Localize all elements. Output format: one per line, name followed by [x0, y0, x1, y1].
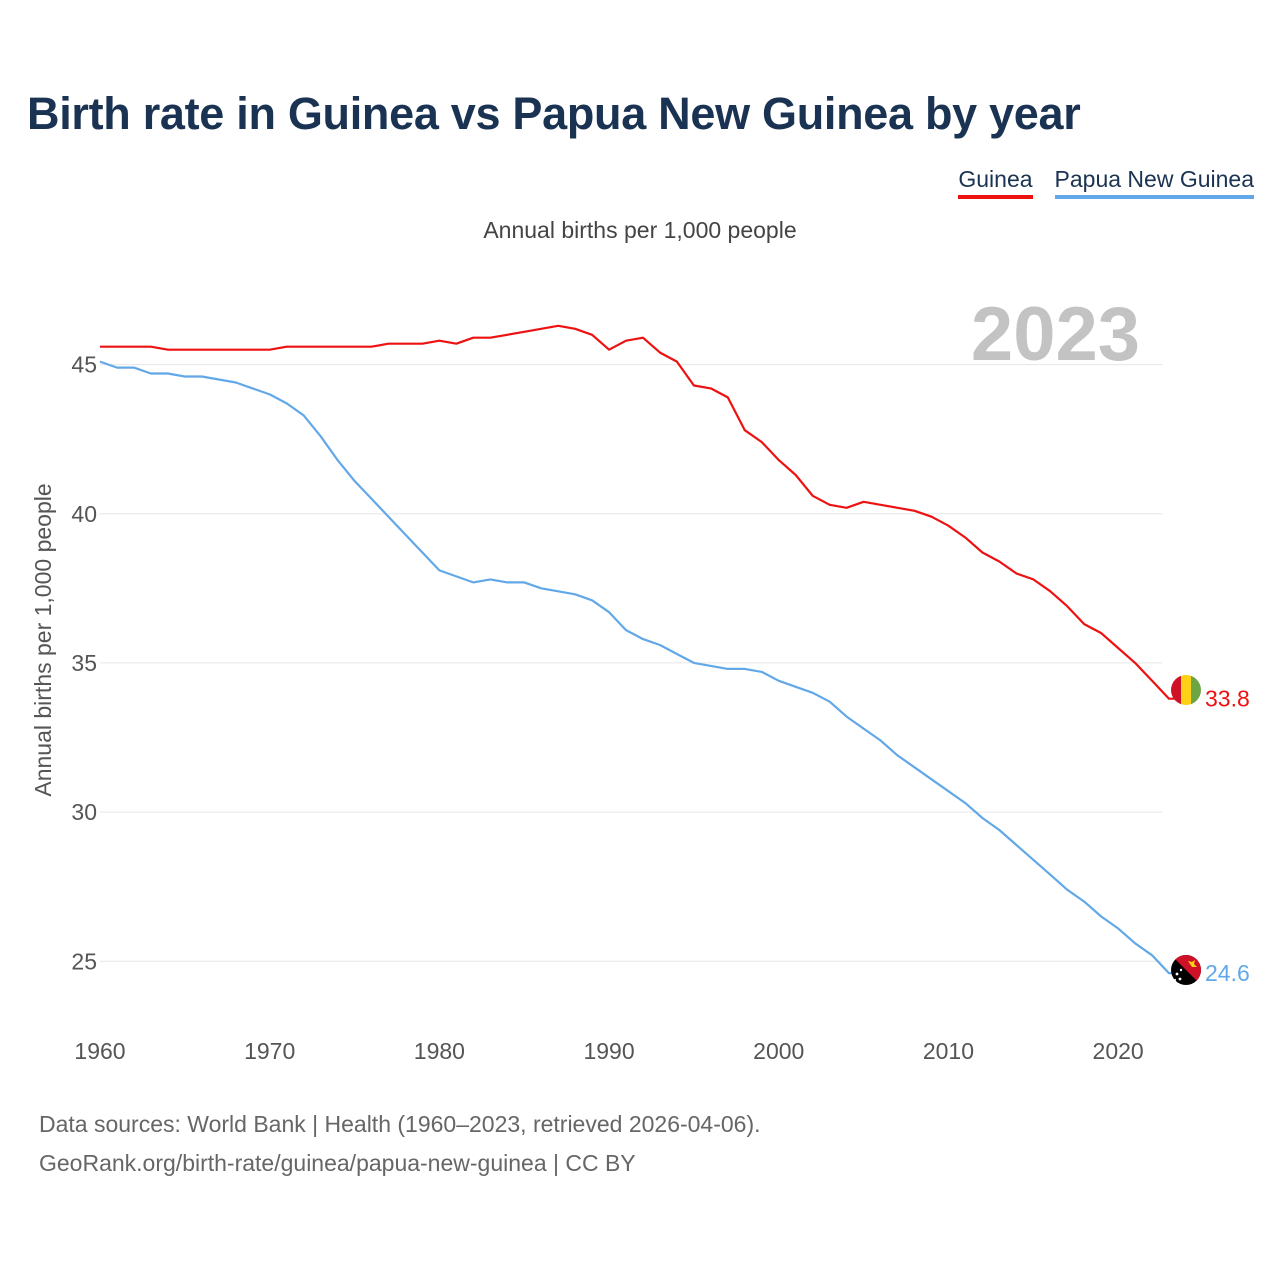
footer: Data sources: World Bank | Health (1960–… — [39, 1105, 761, 1183]
x-tick-label: 1960 — [74, 1038, 125, 1064]
year-watermark: 2023 — [971, 292, 1140, 377]
y-tick-label: 40 — [71, 501, 97, 527]
end-label-guinea: 33.8 — [1205, 686, 1250, 712]
y-axis-ticks: 25 30 35 40 45 — [71, 352, 97, 975]
series-line-guinea — [100, 324, 1180, 700]
y-tick-label: 35 — [71, 650, 97, 676]
end-labels: 33.8 24.6 — [1205, 686, 1250, 986]
y-tick-label: 45 — [71, 352, 97, 378]
chart-title: Birth rate in Guinea vs Papua New Guinea… — [27, 88, 1081, 139]
x-axis-ticks: 1960 1970 1980 1990 2000 2010 2020 — [74, 1038, 1143, 1064]
legend-item-papua-new-guinea[interactable]: Papua New Guinea — [1054, 166, 1254, 199]
y-axis-label: Annual births per 1,000 people — [30, 483, 56, 796]
papua-new-guinea-flag-icon — [1171, 955, 1201, 985]
x-tick-label: 1980 — [414, 1038, 465, 1064]
series-line-papua-new-guinea — [99, 360, 1180, 975]
series-lines — [99, 324, 1180, 975]
legend-item-guinea[interactable]: Guinea — [958, 166, 1033, 199]
footer-sources: Data sources: World Bank | Health (1960–… — [39, 1111, 761, 1137]
x-tick-label: 2020 — [1093, 1038, 1144, 1064]
x-tick-label: 2010 — [923, 1038, 974, 1064]
x-tick-label: 1970 — [244, 1038, 295, 1064]
gridlines — [100, 364, 1162, 962]
legend: Guinea Papua New Guinea — [958, 166, 1254, 199]
guinea-flag-icon — [1171, 675, 1201, 705]
x-tick-label: 2000 — [753, 1038, 804, 1064]
x-tick-label: 1990 — [583, 1038, 634, 1064]
y-tick-label: 25 — [71, 948, 97, 974]
chart-subtitle: Annual births per 1,000 people — [483, 217, 797, 243]
y-tick-label: 30 — [71, 799, 97, 825]
end-label-papua-new-guinea: 24.6 — [1205, 960, 1250, 986]
footer-link[interactable]: GeoRank.org/birth-rate/guinea/papua-new-… — [39, 1150, 636, 1176]
